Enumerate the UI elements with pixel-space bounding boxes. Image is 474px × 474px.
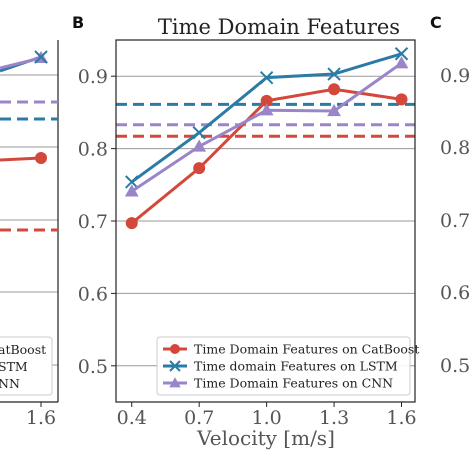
left-panel-marker-lstm — [34, 50, 48, 64]
panel-letter-b: B — [72, 13, 84, 32]
marker-triangle — [124, 184, 139, 197]
x-axis-title: Velocity [m/s] — [196, 426, 335, 450]
y-axis-b: 0.5 0.6 0.7 0.8 0.9 — [78, 66, 116, 378]
left-panel-line-catboost — [0, 156, 42, 162]
marker-x — [327, 67, 341, 81]
legend-label: Time domain Features on LSTM — [194, 359, 398, 374]
panel-b: B Time Domain Features 0.5 0.6 0.7 0.8 0.9 0… — [72, 13, 419, 450]
series-b — [124, 47, 409, 230]
y-tick-label: 0.5 — [78, 356, 108, 378]
left-panel-legend-item-lstm: STM — [0, 359, 28, 374]
marker-circle — [193, 162, 206, 175]
marker-x — [125, 175, 139, 189]
right-panel-y-tick-2: 0.7 — [440, 210, 470, 232]
legend-label: Time Domain Features on CNN — [194, 376, 393, 391]
marker-x — [394, 47, 409, 61]
x-axis-b: 0.4 0.7 1.0 1.3 1.6 — [117, 402, 417, 429]
legend: Time Domain Features on CatBoost Time dom… — [156, 336, 419, 396]
left-panel-legend-item-cnn: NN — [0, 376, 20, 391]
marker-x — [192, 125, 206, 140]
left-panel-marker-catboost — [35, 152, 47, 164]
x-tick-label: 0.4 — [117, 407, 147, 429]
x-tick-label: 1.6 — [386, 407, 416, 429]
left-panel-legend-item-catboost: atBoost — [0, 342, 46, 357]
right-panel-y-tick-4: 0.5 — [440, 355, 470, 377]
right-panel-y-tick-1: 0.8 — [440, 137, 470, 159]
x-tick-label: 0.7 — [184, 407, 214, 429]
y-tick-label: 0.9 — [78, 66, 108, 88]
right-panel-y-tick-0: 0.9 — [440, 65, 470, 87]
marker-circle — [125, 217, 138, 230]
y-tick-label: 0.6 — [78, 283, 108, 305]
left-panel: atBoost STM NN 1.6 — [0, 40, 59, 429]
chart-title: Time Domain Features — [158, 15, 400, 39]
x-tick-label: 1.3 — [319, 407, 349, 429]
marker-circle — [395, 93, 408, 106]
x-tick-label: 1.0 — [252, 407, 282, 429]
left-panel-x-tick-label: 1.6 — [26, 407, 56, 429]
series-line — [130, 61, 403, 193]
marker-circle — [260, 94, 273, 107]
marker-triangle — [327, 104, 341, 117]
y-tick-label: 0.7 — [78, 211, 108, 233]
marker-triangle — [169, 377, 181, 388]
left-panel-line-cnn — [0, 56, 42, 70]
grid-b — [116, 75, 415, 367]
marker-x — [169, 360, 181, 372]
marker-circle — [170, 344, 180, 354]
marker-triangle — [192, 139, 207, 152]
right-panel-y-tick-3: 0.6 — [440, 282, 470, 304]
panel-letter-c: C — [430, 13, 442, 32]
left-panel-legend: atBoost STM NN — [0, 336, 53, 396]
marker-triangle — [394, 56, 409, 69]
marker-circle — [328, 83, 341, 96]
marker-x — [259, 70, 274, 85]
legend-label: Time Domain Features on CatBoost — [194, 342, 419, 357]
left-panel-legend-box — [0, 336, 53, 396]
legend-box — [156, 336, 411, 396]
marker-triangle — [259, 103, 274, 116]
y-tick-label: 0.8 — [78, 139, 108, 161]
right-panel: C 0.9 0.8 0.7 0.6 0.5 — [430, 13, 470, 377]
